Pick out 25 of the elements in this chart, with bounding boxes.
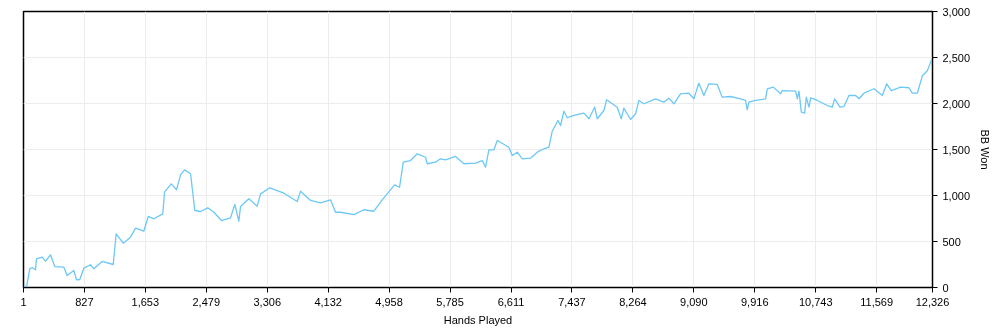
- x-tick-label: 10,743: [798, 295, 833, 308]
- y-tick-label: 2,500: [942, 51, 971, 64]
- x-tick-label: 3,306: [253, 295, 282, 308]
- x-tick-label: 1: [20, 295, 27, 308]
- y-axis-title: BB Won: [979, 129, 992, 170]
- x-tick-label: 5,785: [436, 295, 464, 308]
- x-tick-label: 2,479: [192, 295, 221, 308]
- y-tick-label: 3,000: [942, 5, 971, 18]
- y-tick-label: 1,000: [942, 189, 971, 202]
- y-tick-label: 500: [942, 235, 961, 248]
- x-tick-label: 1,653: [131, 295, 160, 308]
- x-tick-label: 11,569: [860, 295, 894, 308]
- y-tick-label: 2,000: [942, 97, 971, 110]
- x-tick-label: 9,916: [740, 295, 769, 308]
- x-tick-label: 7,437: [558, 295, 586, 308]
- x-tick-label: 9,090: [680, 295, 708, 308]
- y-tick-label: 0: [942, 281, 949, 294]
- x-tick-label: 8,264: [619, 295, 647, 308]
- y-tick-label: 1,500: [942, 143, 971, 156]
- x-tick-label: 6,611: [497, 295, 525, 308]
- x-axis-title: Hands Played: [443, 313, 513, 326]
- x-tick-label: 12,326: [915, 295, 950, 308]
- x-tick-label: 4,958: [375, 295, 403, 308]
- x-tick-label: 4,132: [314, 295, 342, 308]
- x-tick-label: 827: [75, 295, 94, 308]
